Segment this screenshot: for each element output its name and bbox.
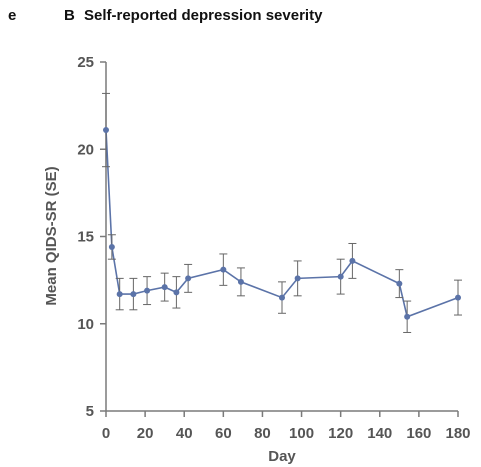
y-tick-label: 25	[77, 54, 94, 71]
data-point	[173, 289, 180, 296]
y-ticks: 5 10 15 20 25	[77, 54, 106, 420]
x-tick-label: 40	[176, 425, 193, 442]
data-point	[130, 291, 137, 298]
x-tick-label: 140	[367, 425, 392, 442]
y-tick-label: 20	[77, 141, 94, 158]
data-point	[279, 294, 285, 301]
data-point	[349, 257, 356, 264]
data-point	[185, 275, 192, 282]
x-tick-label: 0	[102, 425, 110, 442]
data-point	[161, 284, 168, 291]
x-tick-label: 180	[445, 425, 470, 442]
data-point	[116, 291, 123, 298]
data-point	[455, 294, 461, 301]
y-axis-label: Mean QIDS-SR (SE)	[43, 166, 60, 305]
x-tick-label: 60	[215, 425, 232, 442]
x-tick-label: 160	[406, 425, 431, 442]
y-tick-label: 10	[77, 316, 94, 333]
axes	[105, 62, 458, 412]
y-tick-label: 15	[77, 229, 94, 246]
data-point	[237, 278, 244, 285]
data-point	[294, 275, 301, 282]
data-point	[337, 273, 344, 280]
x-ticks: 0 20 40 60 80 100 120 140 160 180	[102, 411, 471, 442]
x-tick-label: 80	[254, 425, 271, 442]
panel-letter: e	[8, 7, 16, 24]
x-tick-label: 20	[137, 425, 154, 442]
chart-title: Self-reported depression severity	[84, 7, 323, 24]
x-axis-label: Day	[268, 448, 296, 465]
data-point	[108, 243, 115, 250]
panel-sub-letter: B	[64, 7, 75, 24]
data-point	[103, 127, 109, 134]
x-tick-label: 120	[328, 425, 353, 442]
x-tick-label: 100	[289, 425, 314, 442]
y-tick-label: 5	[86, 403, 94, 420]
series-line-group	[102, 92, 462, 333]
data-point	[220, 266, 227, 273]
data-point	[404, 313, 411, 320]
data-point	[396, 280, 403, 287]
data-point	[144, 287, 151, 294]
